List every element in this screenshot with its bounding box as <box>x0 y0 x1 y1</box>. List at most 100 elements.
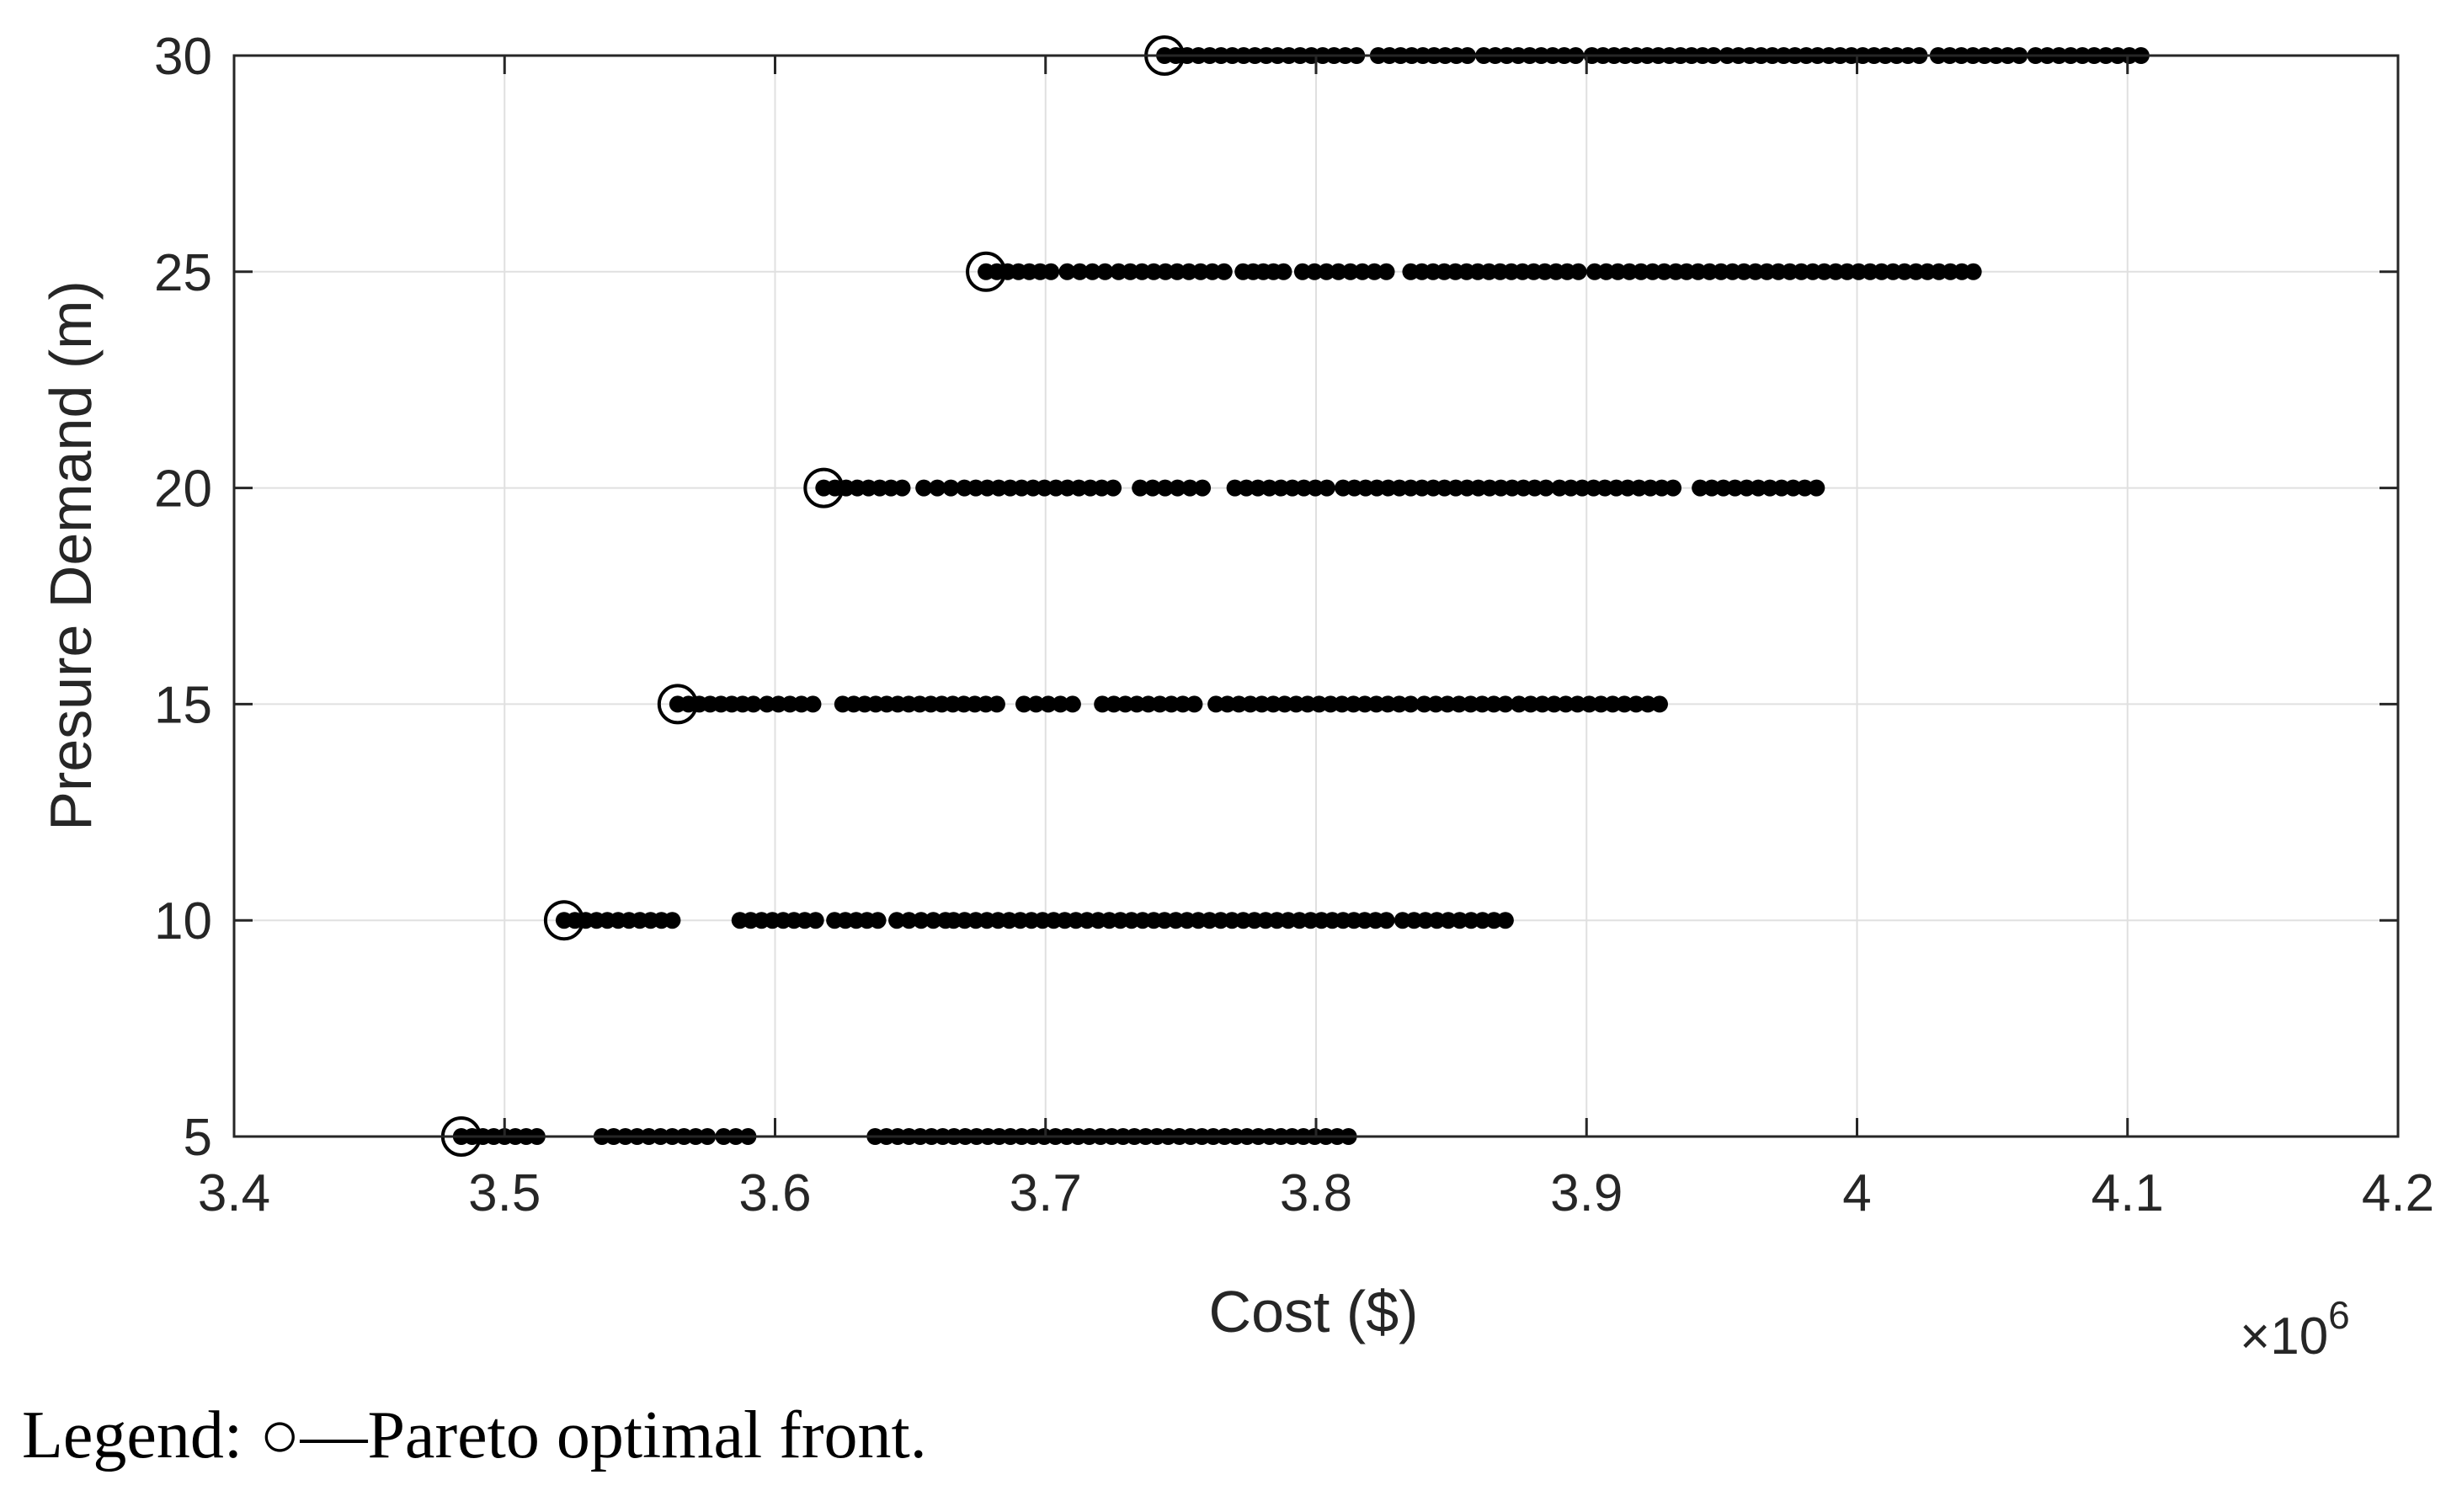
data-point <box>1122 263 1139 280</box>
data-point <box>804 695 822 713</box>
data-point <box>1306 263 1324 280</box>
x-multiplier-label: ×106 <box>2240 1293 2350 1366</box>
data-point <box>1058 263 1076 280</box>
data-point <box>1692 479 1709 497</box>
data-point <box>1557 695 1575 713</box>
x-tick-label: 3.6 <box>738 1164 811 1222</box>
data-point <box>1580 695 1598 713</box>
y-tick-labels: 5 10 15 20 25 30 <box>154 28 212 1167</box>
data-point <box>807 912 824 929</box>
y-tick-label: 30 <box>154 28 212 86</box>
data-point <box>1632 263 1649 280</box>
data-point <box>1293 263 1311 280</box>
data-point <box>1042 263 1060 280</box>
caption-text: Pareto optimal front. <box>367 1398 927 1472</box>
data-point <box>1169 479 1186 497</box>
data-point <box>1772 479 1790 497</box>
data-point <box>1750 479 1767 497</box>
pareto-chart: 3.4 3.5 3.6 3.7 3.8 3.9 4 4.1 4.2 5 10 15 20 25 30 Co… <box>38 28 2434 1366</box>
data-point <box>1203 263 1221 280</box>
data-point <box>1071 263 1089 280</box>
data-point <box>1215 263 1233 280</box>
data-point <box>1052 695 1069 713</box>
data-point <box>1784 479 1802 497</box>
x-tick-labels: 3.4 3.5 3.6 3.7 3.8 3.9 4 4.1 4.2 <box>198 1164 2434 1222</box>
data-point <box>1318 479 1335 497</box>
data-point <box>1621 263 1639 280</box>
x-tick-label: 4.1 <box>2092 1164 2164 1222</box>
x-multiplier-exponent: 6 <box>2328 1293 2350 1337</box>
data-point <box>1796 479 1814 497</box>
data-point <box>1450 695 1468 713</box>
data-point <box>1545 695 1563 713</box>
data-point <box>663 912 681 929</box>
data-point <box>1609 263 1627 280</box>
data-point <box>1585 263 1603 280</box>
data-point <box>1439 695 1457 713</box>
x-multiplier-base: ×10 <box>2240 1307 2328 1366</box>
x-tick-label: 3.5 <box>468 1164 541 1222</box>
data-point <box>1063 695 1081 713</box>
data-point <box>1191 263 1209 280</box>
y-tick-label: 15 <box>154 676 212 734</box>
data-point <box>1510 695 1527 713</box>
data-points <box>452 47 2150 1145</box>
data-point <box>1181 479 1199 497</box>
data-point <box>1039 695 1057 713</box>
data-point <box>1808 479 1825 497</box>
data-point <box>1415 695 1433 713</box>
data-point <box>1655 263 1673 280</box>
data-point <box>1714 479 1732 497</box>
data-point <box>1133 263 1151 280</box>
data-point <box>912 912 930 929</box>
data-point <box>1569 263 1587 280</box>
data-point <box>1592 695 1610 713</box>
pareto-optimal-marker <box>803 467 845 508</box>
data-point <box>1473 695 1491 713</box>
x-tick-label: 4 <box>1842 1164 1871 1222</box>
data-point <box>1015 695 1033 713</box>
data-point <box>1665 479 1682 497</box>
data-point <box>1639 695 1657 713</box>
x-tick-label: 3.8 <box>1280 1164 1352 1222</box>
data-point <box>1427 695 1445 713</box>
pareto-optimal-marker <box>966 251 1007 292</box>
data-point <box>1330 263 1347 280</box>
pareto-markers <box>440 35 1186 1157</box>
y-tick-label: 20 <box>154 461 212 519</box>
data-point <box>900 912 918 929</box>
caption-circle-symbol: ○ <box>259 1398 301 1472</box>
data-point <box>893 479 911 497</box>
data-point <box>1496 912 1514 929</box>
caption-prefix: Legend: <box>22 1398 260 1472</box>
data-point <box>1485 695 1503 713</box>
y-axis-label: Presure Demand (m) <box>38 280 104 831</box>
data-point <box>1650 695 1668 713</box>
data-point <box>1533 695 1551 713</box>
data-point <box>1644 263 1661 280</box>
data-point <box>1726 479 1744 497</box>
data-point <box>869 912 887 929</box>
data-point <box>1402 695 1420 713</box>
grid-lines <box>234 56 2398 1137</box>
data-point <box>1143 479 1161 497</box>
data-point <box>1537 479 1555 497</box>
data-point <box>1110 263 1127 280</box>
x-axis-label: Cost ($) <box>1209 1279 1419 1344</box>
data-point <box>1964 263 1982 280</box>
data-point <box>942 479 960 497</box>
data-point <box>1366 263 1383 280</box>
data-point <box>1462 695 1479 713</box>
x-tick-label: 3.7 <box>1010 1164 1082 1222</box>
data-point <box>1761 479 1779 497</box>
data-point <box>1616 695 1633 713</box>
data-point <box>1084 263 1101 280</box>
data-point <box>1604 695 1622 713</box>
data-point <box>1156 479 1174 497</box>
data-point <box>1180 263 1198 280</box>
data-point <box>1569 695 1586 713</box>
figure-caption: Legend: ○—Pareto optimal front. <box>22 1398 927 1474</box>
data-point <box>1027 695 1045 713</box>
pareto-optimal-marker <box>543 900 584 941</box>
y-tick-label: 25 <box>154 244 212 302</box>
